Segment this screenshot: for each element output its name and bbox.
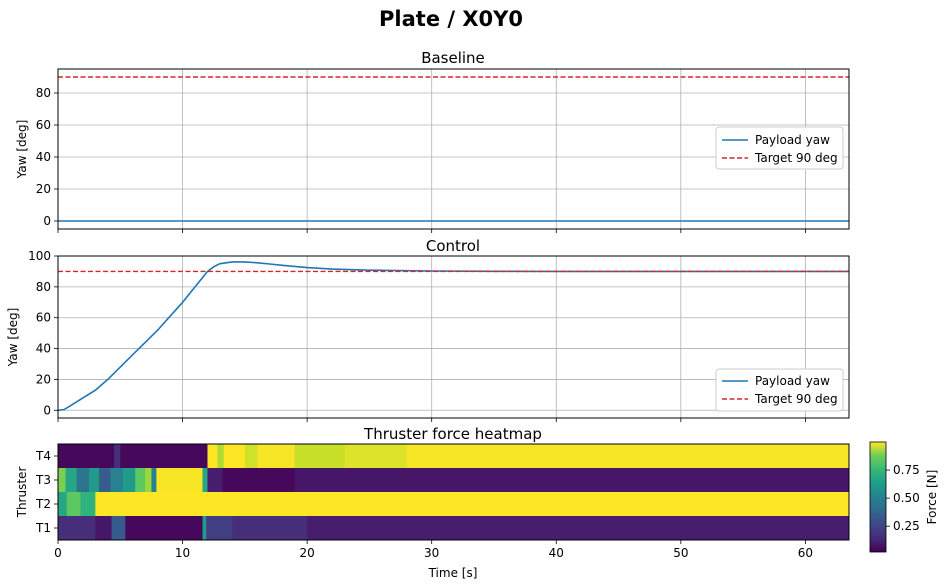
control-panel: Control 0 20 40 60 80 100 Yaw [deg] Payload y… xyxy=(6,237,850,422)
heatmap-cell xyxy=(58,468,66,493)
y-tick-label: 0 xyxy=(43,214,51,228)
baseline-legend: Payload yaw Target 90 deg xyxy=(715,126,844,170)
heatmap-cell xyxy=(156,468,203,493)
heatmap-frame xyxy=(57,443,850,541)
heatmap-cell xyxy=(120,444,208,469)
y-tick-label: 20 xyxy=(36,182,51,196)
heatmap-title: Thruster force heatmap xyxy=(363,425,542,443)
x-tick-label: 40 xyxy=(549,546,564,560)
baseline-ticks: 0 20 40 60 80 xyxy=(36,86,806,233)
legend-label-target: Target 90 deg xyxy=(754,151,838,165)
colorbar-tick-label: 0.25 xyxy=(893,519,920,533)
colorbar-label: Force [N] xyxy=(925,470,939,525)
heatmap-cell xyxy=(232,516,308,541)
figure-title: Plate / X0Y0 xyxy=(379,7,523,31)
heatmap-cell xyxy=(207,444,218,469)
baseline-title: Baseline xyxy=(421,49,485,67)
y-tick-label: 60 xyxy=(36,118,51,132)
legend-label-payload-yaw: Payload yaw xyxy=(755,374,830,388)
colorbar-ticks: 0.25 0.50 0.75 xyxy=(886,463,920,533)
heatmap-cell xyxy=(145,468,152,493)
heatmap-ylabel: Thruster xyxy=(15,467,29,519)
heatmap-cell xyxy=(99,468,111,493)
y-tick-label: 40 xyxy=(36,342,51,356)
x-tick-label: 50 xyxy=(673,546,688,560)
heatmap-cell xyxy=(294,468,850,493)
heatmap-cell xyxy=(257,444,296,469)
heatmap-cell xyxy=(207,468,223,493)
baseline-frame xyxy=(57,68,850,230)
heatmap-cell xyxy=(206,516,212,541)
heatmap-cell xyxy=(80,492,96,517)
heatmap-cell xyxy=(222,468,296,493)
y-tick-label: 0 xyxy=(43,403,51,417)
heatmap-cell xyxy=(66,492,81,517)
heatmap-cell xyxy=(211,516,233,541)
heatmap-cell xyxy=(95,492,850,517)
heatmap-cell xyxy=(202,468,208,493)
heatmap-cell xyxy=(406,444,850,469)
x-tick-label: 20 xyxy=(299,546,314,560)
control-ticks: 0 20 40 60 80 100 xyxy=(28,249,806,422)
heatmap-xlabel: Time [s] xyxy=(428,566,478,580)
x-tick-label: 30 xyxy=(424,546,439,560)
heatmap-cell xyxy=(58,516,96,541)
colorbar-tick-label: 0.75 xyxy=(893,463,920,477)
colorbar-gradient xyxy=(869,441,887,553)
y-tick-label: 60 xyxy=(36,311,51,325)
heatmap-cells xyxy=(58,444,850,541)
colorbar: 0.25 0.50 0.75 Force [N] xyxy=(869,441,939,553)
y-tick-label: 80 xyxy=(36,86,51,100)
y-tick-label: 100 xyxy=(28,249,51,263)
heatmap-cell xyxy=(95,516,112,541)
baseline-series xyxy=(58,76,849,222)
x-tick-label: 0 xyxy=(54,546,62,560)
heatmap-cell xyxy=(223,444,246,469)
y-tick-label: 20 xyxy=(36,372,51,386)
control-legend: Payload yaw Target 90 deg xyxy=(715,368,844,412)
heatmap-cell xyxy=(294,444,345,469)
heatmap-cell xyxy=(110,468,124,493)
heatmap-cell xyxy=(244,444,258,469)
control-series xyxy=(57,261,849,412)
series-line-payload-yaw xyxy=(57,261,849,412)
heatmap-cell xyxy=(65,468,78,493)
heatmap-ticks: T4 T3 T2 T10 10 20 30 40 50 60 xyxy=(35,449,813,560)
heatmap-panel: Thruster force heatmap T4 T3 T2 T10 10 20 30 40… xyxy=(15,425,850,580)
heatmap-cell xyxy=(122,468,136,493)
heatmap-cell xyxy=(202,516,207,541)
heatmap-cell xyxy=(151,468,157,493)
x-tick-label: 60 xyxy=(798,546,813,560)
heatmap-cell xyxy=(307,516,850,541)
heatmap-cell xyxy=(125,516,203,541)
y-tick-label: T3 xyxy=(35,473,51,487)
x-tick-label: 10 xyxy=(175,546,190,560)
heatmap-cell xyxy=(58,444,115,469)
heatmap-cell xyxy=(217,444,225,469)
heatmap-cell xyxy=(114,444,121,469)
legend-label-payload-yaw: Payload yaw xyxy=(755,133,830,147)
y-tick-label: T2 xyxy=(35,497,51,511)
control-title: Control xyxy=(426,237,480,255)
colorbar-tick-label: 0.50 xyxy=(893,491,920,505)
y-tick-label: T4 xyxy=(35,449,51,463)
baseline-ylabel: Yaw [deg] xyxy=(15,120,29,180)
heatmap-cell xyxy=(89,468,100,493)
y-tick-label: T1 xyxy=(35,521,51,535)
baseline-panel: Baseline 0 20 40 60 80 Yaw [deg] Payload yaw… xyxy=(15,49,850,233)
y-tick-label: 80 xyxy=(36,280,51,294)
legend-label-target: Target 90 deg xyxy=(754,392,838,406)
control-ylabel: Yaw [deg] xyxy=(6,308,20,368)
heatmap-cell xyxy=(76,468,90,493)
heatmap-cell xyxy=(135,468,146,493)
heatmap-cell xyxy=(111,516,126,541)
heatmap-cell xyxy=(344,444,408,469)
y-tick-label: 40 xyxy=(36,150,51,164)
control-frame xyxy=(57,255,850,419)
heatmap-cell xyxy=(58,492,68,517)
